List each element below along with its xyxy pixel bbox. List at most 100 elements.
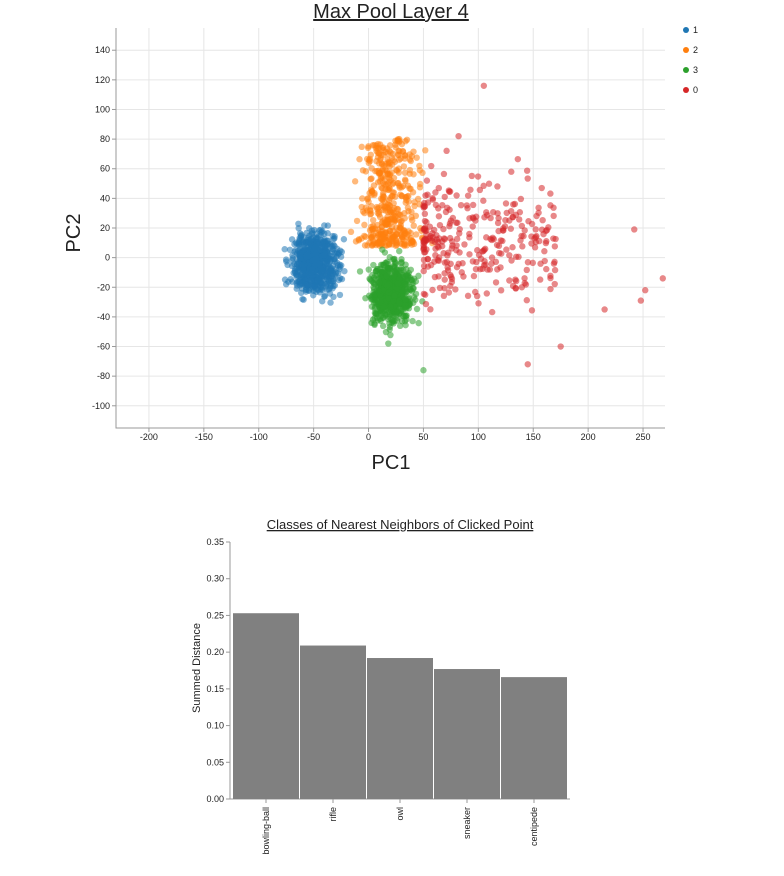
scatter-point[interactable] bbox=[449, 242, 456, 249]
scatter-point[interactable] bbox=[378, 312, 385, 319]
scatter-point[interactable] bbox=[543, 265, 550, 273]
scatter-point[interactable] bbox=[382, 181, 390, 188]
scatter-point[interactable] bbox=[509, 282, 517, 290]
scatter-point[interactable] bbox=[336, 275, 344, 282]
scatter-point[interactable] bbox=[445, 289, 453, 296]
scatter-point[interactable] bbox=[404, 271, 412, 279]
bar-owl[interactable] bbox=[367, 658, 433, 799]
scatter-point[interactable] bbox=[495, 227, 502, 235]
scatter-point[interactable] bbox=[498, 250, 505, 257]
scatter-point[interactable] bbox=[481, 258, 488, 265]
scatter-point[interactable] bbox=[413, 154, 420, 161]
scatter-point[interactable] bbox=[440, 292, 448, 300]
scatter-point[interactable] bbox=[495, 242, 503, 250]
scatter-point[interactable] bbox=[411, 198, 418, 206]
scatter-point[interactable] bbox=[380, 193, 387, 201]
scatter-point[interactable] bbox=[523, 266, 530, 274]
scatter-point[interactable] bbox=[367, 232, 374, 239]
scatter-point[interactable] bbox=[457, 201, 465, 209]
scatter-point[interactable] bbox=[305, 252, 312, 260]
scatter-point[interactable] bbox=[378, 235, 386, 242]
scatter-point[interactable] bbox=[306, 225, 313, 232]
scatter-point[interactable] bbox=[393, 166, 400, 174]
scatter-point[interactable] bbox=[515, 216, 523, 223]
scatter-point[interactable] bbox=[524, 259, 532, 266]
scatter-point[interactable] bbox=[446, 234, 454, 242]
scatter-point[interactable] bbox=[402, 199, 409, 206]
scatter-point[interactable] bbox=[318, 267, 326, 274]
scatter-point[interactable] bbox=[315, 260, 323, 267]
scatter-point[interactable] bbox=[358, 235, 365, 242]
scatter-point[interactable] bbox=[528, 220, 536, 228]
scatter-point[interactable] bbox=[410, 222, 417, 229]
scatter-point[interactable] bbox=[403, 266, 410, 273]
scatter-point[interactable] bbox=[463, 202, 471, 209]
scatter-point[interactable] bbox=[386, 240, 393, 248]
scatter-point[interactable] bbox=[382, 259, 389, 267]
scatter-point[interactable] bbox=[405, 192, 412, 200]
scatter-point[interactable] bbox=[535, 204, 542, 211]
scatter-point[interactable] bbox=[407, 185, 414, 193]
scatter-point[interactable] bbox=[508, 168, 515, 175]
scatter-point[interactable] bbox=[456, 230, 463, 237]
scatter-point[interactable] bbox=[318, 280, 326, 287]
scatter-point[interactable] bbox=[424, 199, 432, 206]
scatter-point[interactable] bbox=[456, 249, 463, 256]
scatter-point[interactable] bbox=[444, 264, 451, 271]
scatter-point[interactable] bbox=[369, 216, 377, 224]
legend-item-0[interactable]: 0 bbox=[683, 85, 698, 95]
scatter-point[interactable] bbox=[551, 280, 558, 288]
scatter-point[interactable] bbox=[412, 290, 420, 298]
scatter-point[interactable] bbox=[524, 175, 531, 182]
scatter-point[interactable] bbox=[374, 221, 381, 229]
scatter-point[interactable] bbox=[409, 317, 416, 325]
scatter-point[interactable] bbox=[329, 278, 337, 286]
scatter-point[interactable] bbox=[383, 282, 391, 290]
scatter-point[interactable] bbox=[416, 184, 424, 191]
scatter-point[interactable] bbox=[347, 228, 355, 236]
scatter-point[interactable] bbox=[512, 211, 520, 219]
scatter-point[interactable] bbox=[484, 211, 491, 219]
scatter-point[interactable] bbox=[453, 192, 460, 199]
scatter-point[interactable] bbox=[331, 272, 338, 279]
scatter-point[interactable] bbox=[501, 223, 509, 230]
scatter-point[interactable] bbox=[353, 217, 361, 225]
scatter-point[interactable] bbox=[288, 236, 296, 243]
scatter-point[interactable] bbox=[511, 200, 519, 208]
scatter-point[interactable] bbox=[372, 303, 379, 311]
scatter-point[interactable] bbox=[402, 281, 409, 288]
scatter-point[interactable] bbox=[316, 289, 323, 296]
scatter-point[interactable] bbox=[435, 213, 443, 220]
scatter-point[interactable] bbox=[333, 259, 341, 267]
bar-chart[interactable]: Classes of Nearest Neighbors of Clicked … bbox=[0, 490, 784, 876]
scatter-point[interactable] bbox=[390, 174, 398, 182]
scatter-point[interactable] bbox=[398, 140, 406, 148]
scatter-point[interactable] bbox=[539, 216, 546, 224]
scatter-point[interactable] bbox=[381, 249, 389, 256]
scatter-point[interactable] bbox=[397, 191, 404, 198]
scatter-point[interactable] bbox=[483, 290, 490, 297]
scatter-point[interactable] bbox=[441, 270, 448, 277]
scatter-point[interactable] bbox=[642, 287, 649, 294]
scatter-point[interactable] bbox=[508, 257, 515, 264]
scatter-point[interactable] bbox=[512, 277, 520, 285]
scatter-point[interactable] bbox=[464, 292, 472, 300]
scatter-point[interactable] bbox=[402, 321, 409, 329]
scatter-point[interactable] bbox=[536, 237, 543, 245]
scatter-point[interactable] bbox=[293, 265, 300, 272]
scatter-point[interactable] bbox=[479, 248, 486, 255]
scatter-point[interactable] bbox=[396, 322, 404, 330]
scatter-point[interactable] bbox=[297, 250, 304, 257]
scatter-point[interactable] bbox=[502, 216, 509, 224]
scatter-point[interactable] bbox=[551, 243, 559, 250]
scatter-point[interactable] bbox=[379, 267, 387, 274]
scatter-point[interactable] bbox=[384, 213, 391, 220]
scatter-point[interactable] bbox=[432, 189, 439, 196]
scatter-point[interactable] bbox=[394, 180, 401, 187]
legend-item-2[interactable]: 2 bbox=[683, 45, 698, 55]
scatter-point[interactable] bbox=[326, 284, 334, 292]
scatter-point[interactable] bbox=[386, 159, 394, 167]
scatter-point[interactable] bbox=[384, 170, 391, 178]
scatter-point[interactable] bbox=[295, 220, 302, 227]
scatter-point[interactable] bbox=[302, 281, 309, 288]
